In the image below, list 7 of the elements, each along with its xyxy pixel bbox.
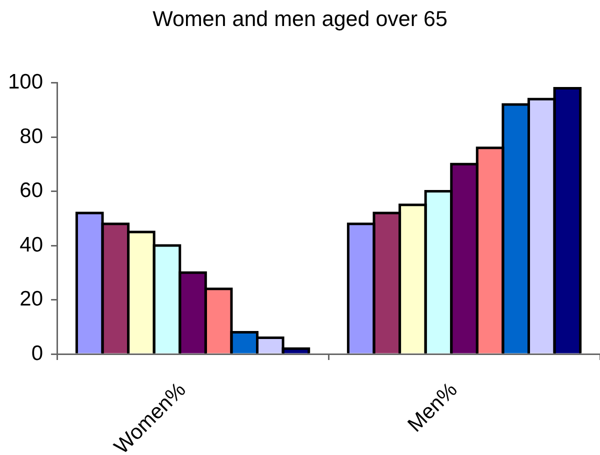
y-tick-label: 60: [20, 179, 44, 202]
y-tick-label: 100: [8, 70, 44, 94]
y-tick-label: 40: [20, 233, 44, 256]
y-tick-label: 80: [20, 124, 44, 148]
y-tick-label: 20: [20, 288, 44, 311]
chart-title: Women and men aged over 65: [152, 6, 448, 31]
y-tick-label: 0: [31, 342, 44, 365]
